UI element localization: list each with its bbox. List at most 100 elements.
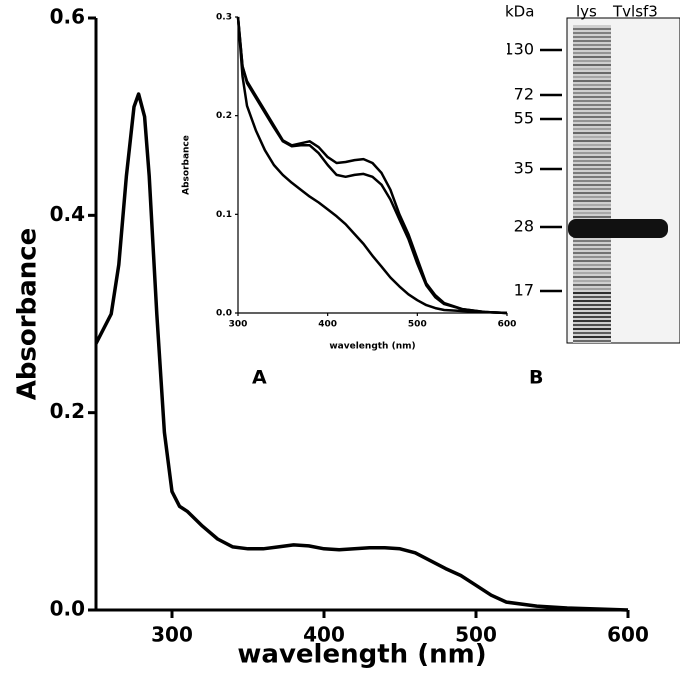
data-line [236, 16, 508, 315]
x-tick-label: 500 [408, 320, 427, 330]
y-tick-label: 0.0 [50, 597, 85, 621]
gel-lane [573, 25, 611, 343]
gel-band [573, 140, 611, 142]
gel-band [573, 152, 611, 154]
y-axis-label: Absorbance [182, 135, 192, 195]
gel-band [573, 216, 611, 218]
gel-band [568, 219, 668, 238]
gel-band [573, 124, 611, 126]
gel-band [573, 44, 611, 46]
gel-unit: kDa [505, 3, 534, 21]
gel-band [573, 208, 611, 210]
y-tick-label: 0.2 [50, 399, 85, 423]
gel-band [573, 120, 611, 122]
gel-band [573, 296, 611, 298]
y-tick-label: 0.2 [216, 111, 232, 121]
panel-label: A [252, 367, 267, 389]
gel-band [573, 52, 611, 54]
gel-band [573, 264, 611, 266]
marker-label: 130 [503, 40, 534, 59]
gel-band [573, 48, 611, 50]
gel-band [573, 168, 611, 170]
y-tick-label: 0.6 [50, 5, 85, 29]
gel-band [573, 284, 611, 286]
gel-band [573, 276, 611, 278]
gel-band [573, 92, 611, 94]
gel-band [573, 172, 611, 174]
gel-band [573, 240, 611, 242]
gel-band [573, 148, 611, 150]
marker-label: 17 [514, 281, 534, 300]
gel-band [573, 72, 611, 74]
marker-label: 28 [514, 217, 534, 236]
gel-band [573, 132, 611, 134]
gel-band [573, 196, 611, 198]
gel-band [573, 268, 611, 270]
marker-label: 35 [514, 159, 534, 178]
y-axis-label: Absorbance [13, 228, 43, 401]
gel-band [573, 128, 611, 130]
x-tick-label: 500 [455, 623, 497, 647]
data-line [94, 92, 629, 612]
gel-band [573, 88, 611, 90]
gel-band [573, 200, 611, 202]
gel-band [573, 308, 611, 310]
y-tick-label: 0.4 [50, 202, 85, 226]
y-tick-label: 0.1 [216, 210, 232, 220]
gel-band [573, 204, 611, 206]
gel-band [573, 108, 611, 110]
gel-band [573, 40, 611, 42]
gel-band [573, 244, 611, 246]
gel-band [573, 160, 611, 162]
gel-band [573, 336, 611, 338]
gel-band [573, 32, 611, 34]
marker-label: 55 [514, 109, 534, 128]
gel-band [573, 340, 611, 342]
gel-band [573, 112, 611, 114]
gel-band [573, 300, 611, 302]
y-tick-label: 0.0 [216, 309, 232, 319]
lane-label: lys [576, 3, 597, 21]
gel-band [573, 188, 611, 190]
lane-label: Tvlsf3 [612, 3, 658, 21]
gel-band [573, 280, 611, 282]
y-tick-label: 0.3 [216, 13, 232, 23]
gel-band [573, 60, 611, 62]
x-axis-label: wavelength (nm) [237, 640, 486, 670]
gel-band [573, 260, 611, 262]
gel-band [573, 28, 611, 30]
x-axis-label: wavelength (nm) [329, 342, 415, 352]
gel-band [573, 36, 611, 38]
panel-label: B [529, 367, 543, 389]
x-tick-label: 300 [151, 623, 193, 647]
gel-band [573, 156, 611, 158]
gel-band [573, 192, 611, 194]
x-tick-label: 300 [229, 320, 248, 330]
x-tick-label: 600 [498, 320, 517, 330]
gel-band [573, 80, 611, 82]
gel-band [573, 292, 611, 294]
gel-band [573, 320, 611, 322]
gel-band [573, 96, 611, 98]
gel-band [573, 180, 611, 182]
gel-band [573, 252, 611, 254]
gel-band [573, 100, 611, 102]
gel-band [573, 288, 611, 290]
inset-bg [238, 17, 507, 313]
gel-band [573, 164, 611, 166]
gel-band [573, 256, 611, 258]
gel-band [573, 56, 611, 58]
gel-band [573, 332, 611, 334]
gel-band [573, 184, 611, 186]
gel-band [573, 144, 611, 146]
gel-band [573, 104, 611, 106]
marker-label: 72 [514, 85, 534, 104]
gel-band [573, 272, 611, 274]
gel-band [573, 64, 611, 66]
gel-band [573, 212, 611, 214]
x-tick-label: 400 [303, 623, 345, 647]
gel-band [573, 312, 611, 314]
x-tick-label: 600 [607, 623, 649, 647]
gel-band [573, 324, 611, 326]
